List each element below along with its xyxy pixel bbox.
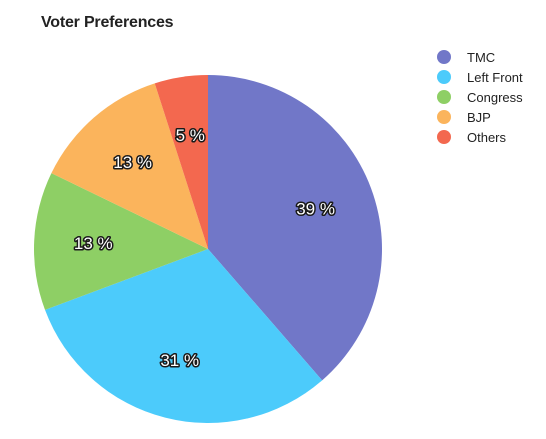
slice-label-others: 5 % (176, 126, 205, 145)
slice-label-tmc: 39 % (296, 199, 335, 218)
pie-slices (34, 75, 383, 424)
legend-label: Left Front (467, 69, 523, 85)
legend-item-left-front[interactable]: Left Front (437, 67, 523, 87)
pie-slice-left-front[interactable] (45, 249, 323, 424)
legend-swatch (437, 110, 451, 124)
legend-label: TMC (467, 49, 496, 65)
legend-item-tmc[interactable]: TMC (437, 47, 523, 67)
slice-label-left-front: 31 % (160, 351, 199, 370)
legend-item-others[interactable]: Others (437, 127, 523, 147)
legend-swatch (437, 130, 451, 144)
legend-swatch (437, 90, 451, 104)
slice-label-congress: 13 % (74, 234, 113, 253)
pie-slice-congress[interactable] (34, 173, 209, 310)
pie-slice-labels: 39 % 31 % 13 % 13 % 5 % (72, 125, 336, 372)
pie-slice-bjp[interactable] (51, 83, 209, 249)
legend-swatch (437, 50, 451, 64)
legend: TMC Left Front Congress BJP Others (437, 47, 523, 147)
legend-swatch (437, 70, 451, 84)
pie-slice-others[interactable] (154, 75, 208, 249)
legend-label: Congress (467, 89, 523, 105)
pie-slice-tmc[interactable] (208, 75, 383, 381)
legend-item-bjp[interactable]: BJP (437, 107, 523, 127)
legend-label: BJP (467, 109, 491, 125)
chart-title: Voter Preferences (41, 14, 174, 31)
legend-label: Others (467, 129, 507, 145)
slice-label-bjp: 13 % (113, 153, 152, 172)
legend-item-congress[interactable]: Congress (437, 87, 523, 107)
